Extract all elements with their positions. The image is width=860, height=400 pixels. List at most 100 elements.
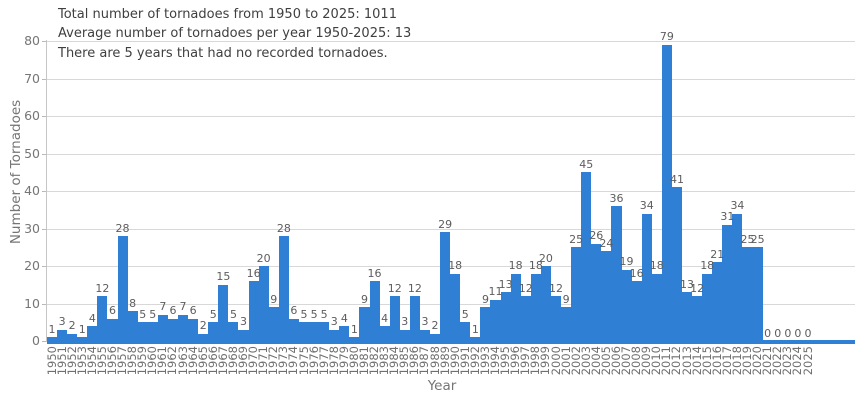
bar-1957 — [118, 236, 128, 341]
bar-1972 — [269, 307, 279, 341]
bar-1997 — [521, 296, 531, 341]
gridline-50 — [47, 153, 855, 155]
summary-zero-years-line: There are 5 years that had no recorded t… — [58, 45, 388, 61]
bar-value-label-1989: 29 — [438, 217, 453, 231]
gridline-80 — [47, 41, 855, 42]
bar-1986 — [410, 296, 420, 341]
bar-value-label-2003: 45 — [579, 157, 594, 171]
bar-1989 — [440, 232, 450, 341]
bar-value-label-1990: 18 — [448, 259, 463, 272]
bar-value-label-1982: 16 — [367, 266, 382, 280]
bar-1999 — [541, 266, 551, 341]
bar-2010 — [652, 273, 662, 341]
bar-value-label-1963: 7 — [179, 300, 187, 314]
bar-value-label-2001: 9 — [562, 292, 570, 306]
bar-value-label-2017: 31 — [720, 210, 735, 224]
bar-1992 — [470, 337, 480, 341]
bar-value-label-2020: 25 — [750, 232, 765, 246]
summary-average-line: Average number of tornadoes per year 195… — [58, 26, 412, 42]
bar-value-label-1986: 12 — [407, 281, 422, 295]
bar-value-label-1951: 3 — [58, 315, 66, 329]
bar-value-label-2019: 25 — [740, 232, 755, 246]
bar-value-label-2007: 19 — [619, 255, 634, 269]
bar-value-label-1977: 5 — [320, 307, 328, 321]
y-tick-mark — [42, 116, 46, 117]
bar-value-label-2025: 0 — [804, 326, 812, 340]
gridline-70 — [47, 78, 855, 80]
bar-2001 — [561, 307, 571, 341]
bar-value-label-2009: 34 — [639, 199, 654, 212]
bar-2014 — [692, 296, 702, 341]
bar-value-label-1995: 13 — [498, 277, 513, 291]
bar-value-label-1964: 6 — [189, 304, 197, 317]
gridline-60 — [47, 116, 855, 117]
y-tick-label: 20 — [24, 258, 40, 273]
bar-1977 — [319, 322, 329, 341]
bar-1958 — [128, 311, 138, 341]
bar-value-label-2023: 0 — [784, 326, 792, 340]
bar-value-label-1952: 2 — [68, 319, 76, 332]
bar-value-label-1970: 16 — [246, 266, 261, 280]
bar-2003 — [581, 172, 591, 341]
bar-1994 — [490, 299, 501, 341]
bar-value-label-1992: 1 — [471, 322, 479, 336]
bar-2007 — [622, 269, 632, 341]
bar-1985 — [400, 329, 410, 341]
bar-1960 — [148, 322, 158, 341]
gridline-20 — [47, 266, 855, 267]
bar-value-label-1954: 4 — [88, 311, 96, 325]
gridline-30 — [47, 228, 855, 230]
bar-1965 — [198, 333, 208, 341]
bar-1990 — [450, 273, 460, 341]
y-tick-label: 40 — [24, 183, 40, 198]
bar-1982 — [370, 281, 380, 341]
bar-value-label-1988: 2 — [431, 319, 439, 332]
chart-summary: Total number of tornadoes from 1950 to 2… — [58, 5, 411, 63]
bar-value-label-1993: 9 — [481, 292, 489, 306]
bar-2011 — [662, 44, 672, 341]
bar-value-label-1983: 4 — [381, 311, 389, 325]
bar-1995 — [501, 292, 511, 341]
bar-value-label-2006: 36 — [609, 191, 624, 205]
bar-value-label-1965: 2 — [199, 319, 207, 332]
bar-1971 — [259, 266, 269, 341]
bar-value-label-1957: 28 — [115, 221, 130, 235]
bar-value-label-1991: 5 — [461, 307, 469, 321]
y-tick-mark — [42, 228, 46, 230]
bar-1993 — [480, 307, 490, 341]
bar-value-label-1962: 6 — [169, 304, 177, 317]
y-tick-mark — [42, 153, 46, 155]
x-axis-title: Year — [427, 378, 457, 394]
bar-1984 — [390, 296, 400, 341]
bar-1967 — [218, 284, 228, 341]
bar-2002 — [571, 247, 581, 341]
bar-value-label-1972: 9 — [270, 292, 278, 306]
bar-value-label-2014: 12 — [690, 281, 705, 295]
bar-value-label-2004: 26 — [589, 229, 604, 242]
bar-1969 — [238, 329, 249, 341]
bar-1961 — [158, 314, 168, 341]
bar-value-label-2000: 12 — [549, 281, 563, 295]
bar-value-label-1958: 8 — [129, 296, 137, 310]
x-tick-label-2025: 2025 — [800, 346, 815, 376]
bar-2009 — [642, 213, 652, 341]
bar-1973 — [279, 236, 289, 341]
bar-1975 — [299, 322, 309, 341]
bar-2016 — [712, 262, 722, 341]
bar-2000 — [551, 296, 561, 341]
bar-value-label-1998: 18 — [528, 259, 543, 272]
bar-1991 — [460, 322, 470, 341]
bar-2006 — [611, 206, 622, 341]
bar-value-label-1975: 5 — [300, 307, 308, 321]
bar-value-label-1997: 12 — [518, 281, 533, 295]
bar-value-label-1985: 3 — [401, 315, 409, 329]
y-tick-mark — [42, 341, 46, 342]
bar-value-label-1961: 7 — [159, 300, 167, 314]
bar-value-label-1955: 12 — [95, 281, 110, 295]
bar-value-label-1974: 6 — [290, 304, 298, 317]
bar-value-label-2013: 13 — [680, 277, 695, 291]
bar-value-label-1976: 5 — [310, 307, 318, 321]
bar-value-label-2016: 21 — [710, 247, 725, 261]
bar-1970 — [249, 281, 259, 341]
